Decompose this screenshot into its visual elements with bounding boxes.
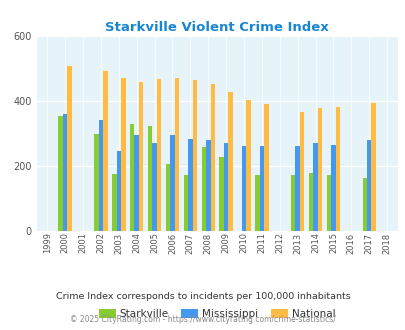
Bar bbox=[264, 104, 268, 231]
Bar bbox=[308, 173, 313, 231]
Bar bbox=[67, 66, 72, 231]
Bar bbox=[58, 116, 63, 231]
Bar bbox=[152, 143, 156, 231]
Bar bbox=[246, 100, 250, 231]
Bar bbox=[299, 112, 304, 231]
Bar bbox=[259, 146, 264, 231]
Bar bbox=[134, 135, 139, 231]
Bar bbox=[121, 79, 125, 231]
Bar bbox=[116, 151, 121, 231]
Bar bbox=[335, 107, 339, 231]
Bar bbox=[139, 82, 143, 231]
Bar bbox=[210, 84, 214, 231]
Bar bbox=[174, 79, 179, 231]
Bar bbox=[98, 120, 103, 231]
Bar bbox=[219, 157, 224, 231]
Bar bbox=[255, 175, 259, 231]
Bar bbox=[371, 103, 375, 231]
Bar bbox=[228, 92, 232, 231]
Legend: Starkville, Mississippi, National: Starkville, Mississippi, National bbox=[95, 304, 339, 323]
Bar bbox=[290, 175, 295, 231]
Bar bbox=[170, 135, 174, 231]
Bar bbox=[366, 140, 371, 231]
Bar bbox=[295, 146, 299, 231]
Bar bbox=[103, 71, 107, 231]
Bar bbox=[362, 179, 366, 231]
Bar bbox=[183, 175, 188, 231]
Bar bbox=[313, 143, 317, 231]
Bar bbox=[224, 143, 228, 231]
Bar bbox=[317, 108, 322, 231]
Text: © 2025 CityRating.com - https://www.cityrating.com/crime-statistics/: © 2025 CityRating.com - https://www.city… bbox=[70, 315, 335, 324]
Bar bbox=[192, 80, 196, 231]
Text: Crime Index corresponds to incidents per 100,000 inhabitants: Crime Index corresponds to incidents per… bbox=[55, 292, 350, 301]
Bar bbox=[326, 175, 330, 231]
Bar bbox=[94, 134, 98, 231]
Bar bbox=[112, 174, 116, 231]
Bar bbox=[330, 145, 335, 231]
Bar bbox=[241, 146, 246, 231]
Bar bbox=[130, 124, 134, 231]
Title: Starkville Violent Crime Index: Starkville Violent Crime Index bbox=[105, 21, 328, 34]
Bar bbox=[147, 125, 152, 231]
Bar bbox=[63, 114, 67, 231]
Bar bbox=[156, 79, 161, 231]
Bar bbox=[205, 140, 210, 231]
Bar bbox=[201, 147, 205, 231]
Bar bbox=[165, 164, 170, 231]
Bar bbox=[188, 140, 192, 231]
